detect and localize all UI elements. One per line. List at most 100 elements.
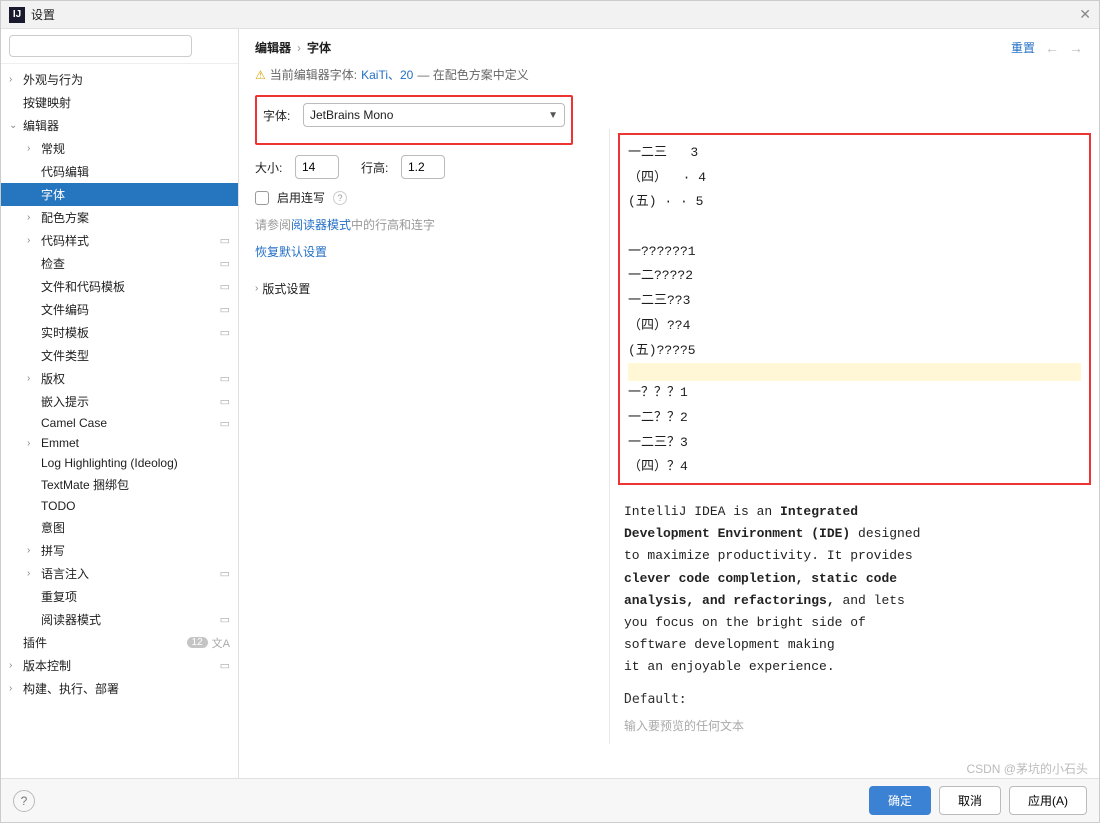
font-label: 字体: xyxy=(263,107,295,124)
reset-link[interactable]: 重置 xyxy=(1011,39,1035,56)
warning-prefix: 当前编辑器字体: xyxy=(270,66,357,83)
sidebar-item[interactable]: ›拼写 xyxy=(1,539,238,562)
sidebar-item[interactable]: 文件编码 ▭ xyxy=(1,298,238,321)
preview-description: IntelliJ IDEA is an Integrated Developme… xyxy=(610,485,1099,686)
settings-tree[interactable]: ›外观与行为按键映射⌄编辑器›常规代码编辑字体›配色方案›代码样式▭检查▭文件和… xyxy=(1,64,238,778)
sidebar-item-label: 按键映射 xyxy=(23,94,71,111)
sidebar-item-label: TextMate 捆绑包 xyxy=(41,476,129,493)
sidebar-item[interactable]: 阅读器模式▭ xyxy=(1,608,238,631)
sidebar-item[interactable]: ›版本控制▭ xyxy=(1,654,238,677)
sidebar-item[interactable]: ›构建、执行、部署 xyxy=(1,677,238,700)
sidebar-item[interactable]: 嵌入提示▭ xyxy=(1,390,238,413)
sidebar-item[interactable]: ⌄编辑器 xyxy=(1,114,238,137)
count-badge: 12 xyxy=(187,637,208,648)
breadcrumb-b: 字体 xyxy=(307,39,331,56)
sidebar-item-label: 检查 xyxy=(41,255,65,272)
chevron-icon: › xyxy=(27,373,41,384)
sidebar-item[interactable]: 检查▭ xyxy=(1,252,238,275)
preview-sample-box: 一二三 3（四） · 4(五) · · 5 一??????1一二????2一二三… xyxy=(618,133,1091,485)
sidebar-item[interactable]: 插件12文A xyxy=(1,631,238,654)
sidebar-item-label: Log Highlighting (Ideolog) xyxy=(41,456,178,470)
preview-panel: 一二三 3（四） · 4(五) · · 5 一??????1一二????2一二三… xyxy=(609,129,1099,744)
warning-link[interactable]: KaiTi、20 xyxy=(361,66,413,83)
sidebar-item-label: 文件和代码模板 xyxy=(41,278,125,295)
sidebar-item-label: 代码编辑 xyxy=(41,163,89,180)
nav-back-icon[interactable]: ← xyxy=(1045,40,1059,56)
sidebar-item[interactable]: 文件类型 xyxy=(1,344,238,367)
sidebar-item[interactable]: 按键映射 xyxy=(1,91,238,114)
chevron-icon: › xyxy=(27,438,41,449)
sidebar-item-label: Camel Case xyxy=(41,416,107,430)
sidebar-item[interactable]: Camel Case ▭ xyxy=(1,413,238,433)
lineheight-input[interactable] xyxy=(401,155,445,179)
sidebar-item-label: 常规 xyxy=(41,140,65,157)
sidebar-item[interactable]: ›版权▭ xyxy=(1,367,238,390)
main-panel: 编辑器 › 字体 重置 ← → ⚠ 当前编辑器字体: KaiTi、20 — 在配… xyxy=(239,29,1099,778)
reader-hint: 请参阅阅读器模式中的行高和连字 xyxy=(255,216,573,233)
sidebar-item[interactable]: ›常规 xyxy=(1,137,238,160)
footer: ? 确定 取消 应用(A) xyxy=(1,778,1099,822)
sidebar-item[interactable]: 代码编辑 xyxy=(1,160,238,183)
restore-defaults-link[interactable]: 恢复默认设置 xyxy=(255,243,573,260)
search-row xyxy=(1,29,238,64)
size-input[interactable] xyxy=(295,155,339,179)
help-button[interactable]: ? xyxy=(13,790,35,812)
chevron-icon: ⌄ xyxy=(9,120,23,131)
sidebar-item[interactable]: ›外观与行为 xyxy=(1,68,238,91)
typography-section[interactable]: › 版式设置 xyxy=(255,280,573,297)
content-wrap: 字体: JetBrains Mono ▼ 大小: 行高: xyxy=(239,87,1099,778)
chevron-down-icon: ▼ xyxy=(548,110,558,121)
sidebar-item-label: 拼写 xyxy=(41,542,65,559)
sidebar-item-label: 代码样式 xyxy=(41,232,89,249)
sidebar-item-label: 字体 xyxy=(41,186,65,203)
search-input[interactable] xyxy=(9,35,192,57)
reader-mode-link[interactable]: 阅读器模式 xyxy=(291,218,351,232)
size-label: 大小: xyxy=(255,159,287,176)
project-badge-icon: ▭ xyxy=(220,395,230,408)
help-icon[interactable]: ? xyxy=(333,191,347,205)
project-badge-icon: ▭ xyxy=(220,372,230,385)
sidebar-item-label: 外观与行为 xyxy=(23,71,83,88)
ligature-checkbox[interactable] xyxy=(255,191,269,205)
apply-button[interactable]: 应用(A) xyxy=(1009,786,1087,815)
chevron-icon: › xyxy=(27,212,41,223)
highlight-box: 字体: JetBrains Mono ▼ xyxy=(255,95,573,145)
sidebar-item[interactable]: 字体 xyxy=(1,183,238,206)
body: ›外观与行为按键映射⌄编辑器›常规代码编辑字体›配色方案›代码样式▭检查▭文件和… xyxy=(1,29,1099,778)
sidebar-item[interactable]: Log Highlighting (Ideolog) xyxy=(1,453,238,473)
warning-icon: ⚠ xyxy=(255,68,266,82)
sidebar-item[interactable]: ›配色方案 xyxy=(1,206,238,229)
breadcrumb-a[interactable]: 编辑器 xyxy=(255,39,291,56)
nav-forward-icon[interactable]: → xyxy=(1069,40,1083,56)
sidebar-item[interactable]: TODO xyxy=(1,496,238,516)
sidebar-item[interactable]: 意图 xyxy=(1,516,238,539)
project-badge-icon: ▭ xyxy=(220,280,230,293)
sidebar-item-label: 文件编码 xyxy=(41,301,89,318)
sidebar-item-label: 阅读器模式 xyxy=(41,611,101,628)
sidebar-item-label: 重复项 xyxy=(41,588,77,605)
warning-suffix: — 在配色方案中定义 xyxy=(417,66,528,83)
sidebar-item[interactable]: ›Emmet xyxy=(1,433,238,453)
sidebar-item-label: 构建、执行、部署 xyxy=(23,680,119,697)
preview-input-placeholder[interactable]: 输入要预览的任何文本 xyxy=(610,713,1099,744)
cancel-button[interactable]: 取消 xyxy=(939,786,1001,815)
sidebar-item[interactable]: ›语言注入▭ xyxy=(1,562,238,585)
sidebar-item-label: 编辑器 xyxy=(23,117,59,134)
sidebar-item[interactable]: 重复项 xyxy=(1,585,238,608)
sidebar: ›外观与行为按键映射⌄编辑器›常规代码编辑字体›配色方案›代码样式▭检查▭文件和… xyxy=(1,29,239,778)
chevron-icon: › xyxy=(27,568,41,579)
sidebar-item[interactable]: 文件和代码模板 ▭ xyxy=(1,275,238,298)
font-select[interactable]: JetBrains Mono ▼ xyxy=(303,103,565,127)
project-badge-icon: ▭ xyxy=(220,417,230,430)
sidebar-item[interactable]: 实时模板▭ xyxy=(1,321,238,344)
sidebar-item[interactable]: TextMate 捆绑包 xyxy=(1,473,238,496)
ok-button[interactable]: 确定 xyxy=(869,786,931,815)
sidebar-item-label: 语言注入 xyxy=(41,565,89,582)
chevron-icon: › xyxy=(27,235,41,246)
close-icon[interactable]: ✕ xyxy=(1079,6,1091,23)
sidebar-item-label: 文件类型 xyxy=(41,347,89,364)
chevron-icon: › xyxy=(27,143,41,154)
titlebar: IJ 设置 ✕ xyxy=(1,1,1099,29)
project-badge-icon: ▭ xyxy=(220,303,230,316)
sidebar-item[interactable]: ›代码样式▭ xyxy=(1,229,238,252)
